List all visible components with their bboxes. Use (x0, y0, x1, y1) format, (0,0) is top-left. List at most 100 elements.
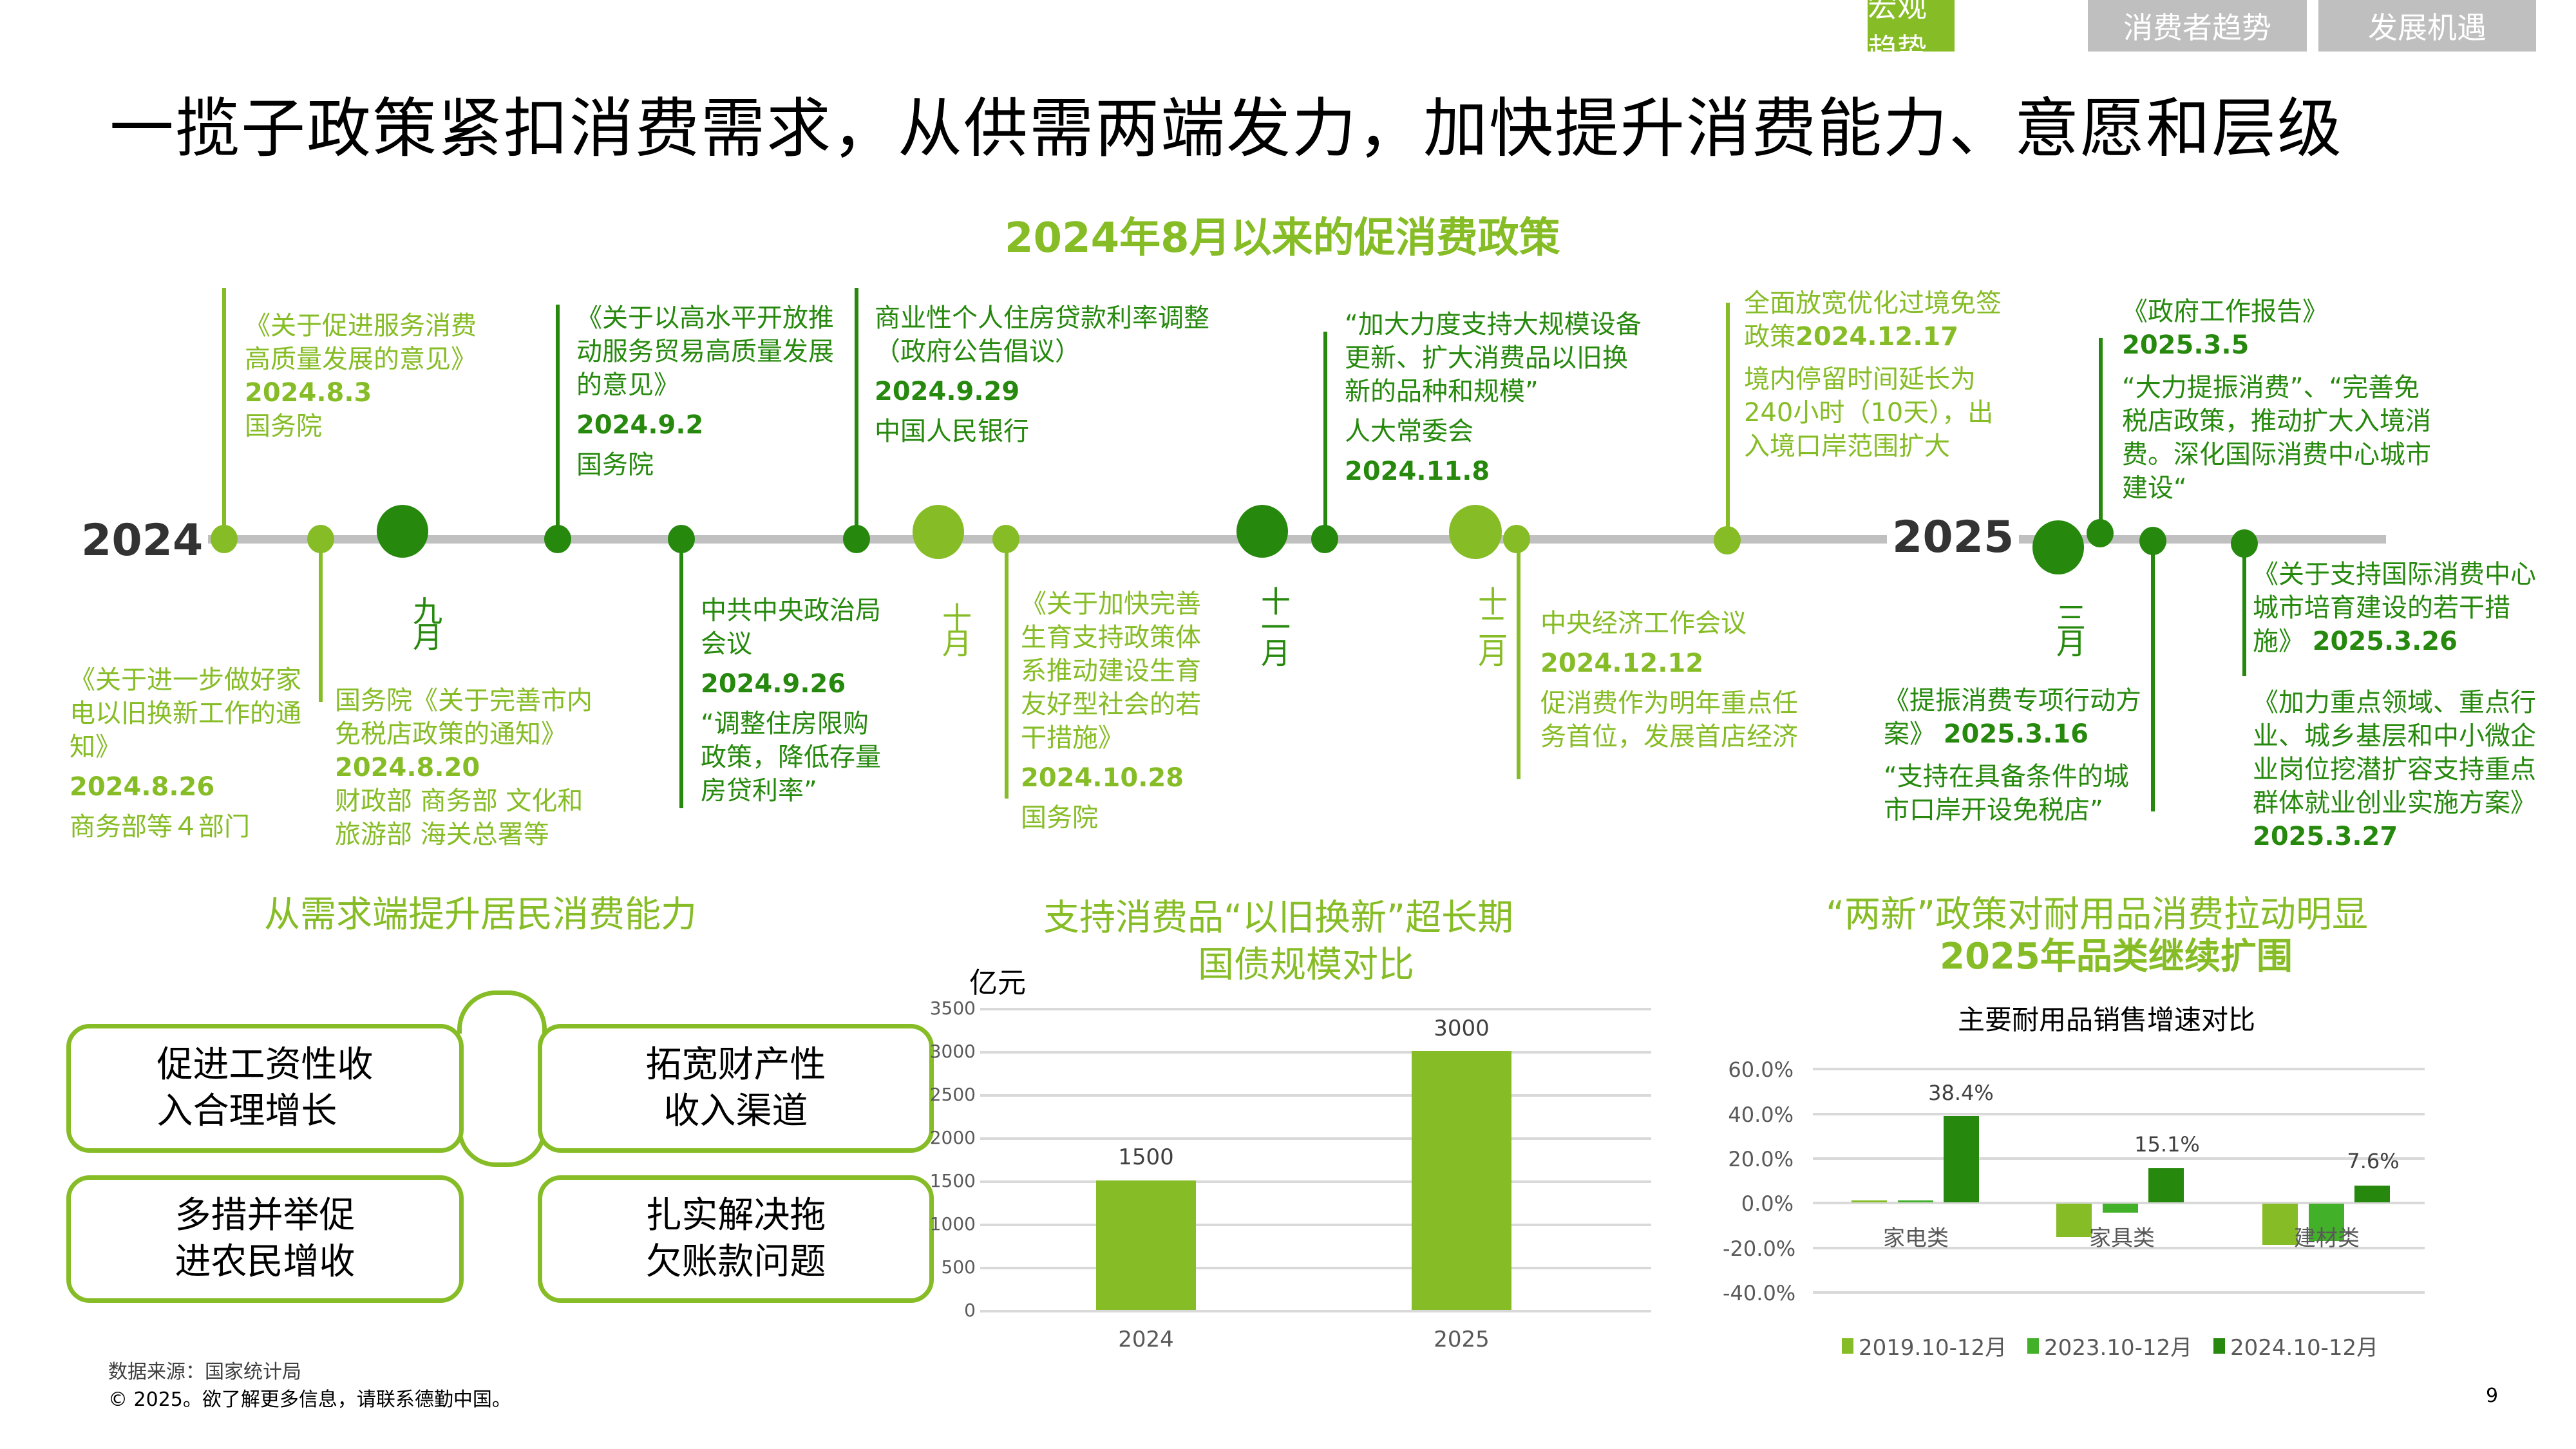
y-tick: 500 (941, 1256, 976, 1278)
event-issuer: 国务院 (1021, 803, 1098, 833)
bond-chart-title-line1: 支持消费品“以旧换新”超长期 (1043, 897, 1514, 939)
bar-building-2019 (2262, 1204, 2298, 1245)
event-date: 2024.11.8 (1345, 457, 1490, 486)
x-label: 家电类 (1883, 1226, 1949, 1251)
gridline (1813, 1247, 2425, 1249)
gridline (980, 1137, 1651, 1140)
tab-label: 发展机遇 (2368, 10, 2486, 45)
tab-macro-trends[interactable]: 宏观趋势 (1868, 0, 1955, 66)
connector-line (2099, 338, 2103, 535)
event-detail: 促消费作为明年重点任务首位，发展首店经济 (1540, 688, 1798, 752)
bar-2024 (1096, 1180, 1196, 1310)
bar-building-2023 (2309, 1204, 2344, 1241)
timeline-dot (1714, 526, 1741, 554)
data-label: 7.6% (2347, 1149, 2400, 1173)
box-text: 欠账款问题 (645, 1241, 826, 1283)
connector-line (2151, 541, 2155, 811)
event-detail: “调整住房限购政策，降低存量房贷利率” (701, 709, 881, 806)
event-date: 2024.9.2 (576, 410, 704, 440)
box-connector (457, 1124, 547, 1167)
durables-chart: 60.0% 40.0% 20.0% 0.0% -20.0% -40.0% 38.… (1707, 1056, 2447, 1314)
event-title: 《关于促进服务消费高质量发展的意见》 (245, 311, 477, 374)
demand-box-wage-income: 促进工资性收 入合理增长 (66, 1024, 464, 1153)
event-date: 2024.8.20 (335, 753, 480, 782)
month-label-september: 九月 (408, 596, 443, 647)
x-label: 建材类 (2294, 1226, 2360, 1251)
connector-line (319, 541, 323, 702)
event-title: “加大力度支持大规模设备更新、扩大消费品以旧换新的品种和规模” (1345, 310, 1642, 406)
bar-appliance-2019 (1852, 1200, 1887, 1202)
demand-box-property-income: 拓宽财产性 收入渠道 (538, 1024, 934, 1153)
connector-line (222, 288, 226, 539)
month-dot-october (913, 505, 964, 559)
box-text: 进农民增收 (175, 1241, 355, 1283)
gridline (980, 1267, 1651, 1269)
data-source: 数据来源：国家统计局 (108, 1361, 301, 1383)
event-date: 2024.10.28 (1021, 763, 1184, 793)
event-title: 商业性个人住房贷款利率调整（政府公告倡议） (875, 303, 1209, 366)
durables-title-line2: 2025年品类继续扩围 (1940, 936, 2293, 978)
box-text: 扎实解决拖 (645, 1195, 826, 1236)
bond-chart: 3500 3000 2500 2000 1500 1000 500 0 1500… (930, 998, 1668, 1352)
event-detail: 境内停留时间延长为240小时（10天），出入境口岸范围扩大 (1744, 365, 1994, 461)
timeline-dot (1311, 525, 1338, 553)
page-title: 一揽子政策紧扣消费需求，从供需两端发力，加快提升消费能力、意愿和层级 (109, 91, 2343, 166)
y-tick: 40.0% (1728, 1103, 1794, 1127)
month-dot-september (377, 505, 428, 558)
tab-development-opportunities[interactable]: 发展机遇 (2318, 0, 2536, 52)
month-dot-december (1449, 505, 1502, 559)
month-label-december: 十二月 (1473, 586, 1508, 663)
month-dot-november (1236, 505, 1288, 558)
y-tick: -20.0% (1723, 1236, 1796, 1261)
event-date: 2024.9.26 (701, 669, 846, 699)
event-20240826: 《关于进一步做好家电以旧换新工作的通知》 2024.8.26 商务部等４部门 (70, 663, 324, 844)
event-20241217: 全面放宽优化过境免签政策2024.12.17 境内停留时间延长为240小时（10… (1744, 287, 2014, 463)
legend-label: 2023.10-12月 (2044, 1335, 2193, 1361)
timeline-dot (668, 525, 695, 553)
event-title: 全面放宽优化过境免签政策 (1744, 289, 2002, 352)
event-date: 2024.12.12 (1540, 649, 1704, 678)
y-tick: 3000 (929, 1041, 976, 1062)
month-label-march: 三月 (2052, 602, 2087, 654)
y-tick: 0 (964, 1300, 976, 1321)
timeline-dot (1503, 525, 1530, 553)
event-date: 2024.9.29 (875, 377, 1020, 406)
timeline-dot (544, 525, 571, 553)
bar-furniture-2023 (2103, 1204, 2138, 1213)
y-tick: 2500 (929, 1084, 976, 1105)
event-date: 2025.3.27 (2253, 822, 2398, 851)
box-text: 收入渠道 (663, 1090, 808, 1132)
timeline-dot (992, 525, 1019, 553)
y-tick: 2000 (929, 1127, 976, 1148)
event-20240803: 《关于促进服务消费高质量发展的意见》 2024.8.3 国务院 (245, 309, 477, 443)
event-20241108: “加大力度支持大规模设备更新、扩大消费品以旧换新的品种和规模” 人大常委会 20… (1345, 308, 1647, 488)
timeline-dot (211, 525, 238, 553)
bar-appliance-2023 (1898, 1200, 1933, 1202)
legend-swatch (2027, 1338, 2039, 1354)
tab-consumer-trends[interactable]: 消费者趋势 (2088, 0, 2307, 52)
event-date: 2024.8.3 (245, 378, 372, 408)
data-label: 38.4% (1928, 1081, 1994, 1105)
gridline (1813, 1113, 2425, 1115)
demand-box-arrears: 扎实解决拖欠账款问题 (538, 1175, 934, 1303)
tab-label: 宏观趋势 (1868, 0, 1927, 66)
gridline (980, 1094, 1651, 1097)
x-label: 2024 (1118, 1327, 1174, 1352)
bar-building-2024 (2354, 1186, 2390, 1202)
bar-furniture-2019 (2056, 1204, 2092, 1237)
event-20250316: 《提振消费专项行动方案》 2025.3.16 “支持在具备条件的城市口岸开设免税… (1884, 684, 2141, 827)
y-tick: 20.0% (1728, 1147, 1794, 1171)
event-20240929: 商业性个人住房贷款利率调整（政府公告倡议） 2024.9.29 中国人民银行 (875, 301, 1248, 448)
box-text: 拓宽财产性 (645, 1044, 826, 1086)
timeline-dot (843, 525, 870, 553)
event-20241028: 《关于加快完善生育支持政策体系推动建设生育友好型社会的若干措施》 2024.10… (1021, 587, 1220, 835)
month-label-october: 十月 (938, 602, 972, 654)
event-title: 《提振消费专项行动方案》 (1884, 686, 2141, 749)
gridline (980, 1224, 1651, 1226)
y-tick: -40.0% (1723, 1281, 1796, 1305)
box-connector (457, 990, 547, 1034)
x-label: 家具类 (2089, 1226, 2155, 1251)
event-issuer: 人大常委会 (1345, 417, 1473, 446)
bar-appliance-2024 (1944, 1116, 1979, 1202)
box-text: 促进工资性收 (156, 1044, 374, 1086)
